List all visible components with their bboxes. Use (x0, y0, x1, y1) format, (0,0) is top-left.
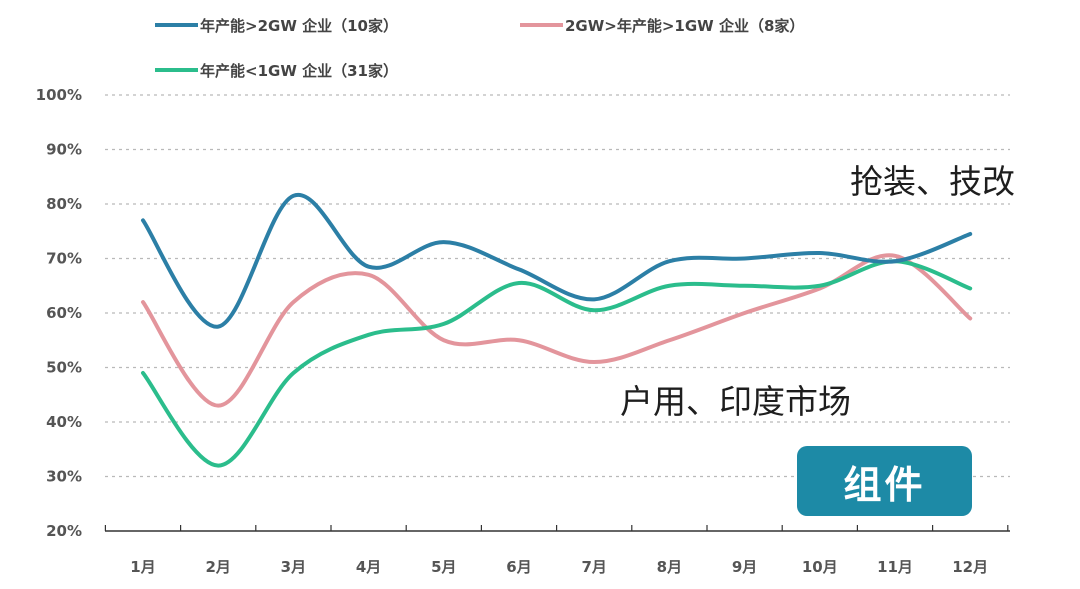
x-tick-label: 11月 (877, 558, 913, 576)
annotation-text: 抢装、技改 (850, 162, 1015, 201)
y-tick-label: 40% (46, 413, 82, 431)
x-tick-label: 2月 (205, 558, 230, 576)
x-tick-label: 3月 (281, 558, 306, 576)
y-tick-label: 50% (46, 359, 82, 377)
y-tick-label: 20% (46, 522, 82, 540)
y-tick-label: 100% (36, 86, 82, 104)
x-tick-label: 6月 (506, 558, 531, 576)
y-tick-label: 60% (46, 304, 82, 322)
series-line-3 (141, 259, 973, 468)
x-tick-label: 12月 (952, 558, 988, 576)
y-tick-label: 90% (46, 141, 82, 159)
annotation-text: 户用、印度市场 (620, 382, 851, 421)
y-tick-label: 70% (46, 250, 82, 268)
legend: 年产能>2GW 企业（10家） 2GW>年产能>1GW 企业（8家） 年产能<1GW… (155, 17, 804, 80)
legend-label: 年产能>2GW 企业（10家） (200, 17, 398, 35)
y-tick-label: 80% (46, 195, 82, 213)
x-tick-label: 1月 (130, 558, 155, 576)
y-tick-label: 30% (46, 468, 82, 486)
x-tick-label: 8月 (657, 558, 682, 576)
legend-label: 2GW>年产能>1GW 企业（8家） (565, 17, 804, 35)
x-tick-label: 7月 (581, 558, 606, 576)
legend-label: 年产能<1GW 企业（31家） (200, 62, 398, 80)
axis-layer: 20% 30% 40% 50% 60% 70% 80% 90% 100% 1月 2月 3月 4月 5月 6月… (36, 86, 1010, 576)
component-badge: 组件 (797, 446, 972, 516)
x-tick-label: 9月 (732, 558, 757, 576)
x-tick-label: 5月 (431, 558, 456, 576)
series-line-1 (141, 192, 973, 329)
x-tick-label: 4月 (356, 558, 381, 576)
grid-layer (105, 94, 1010, 478)
series-layer (141, 192, 973, 468)
x-tick-label: 10月 (802, 558, 838, 576)
